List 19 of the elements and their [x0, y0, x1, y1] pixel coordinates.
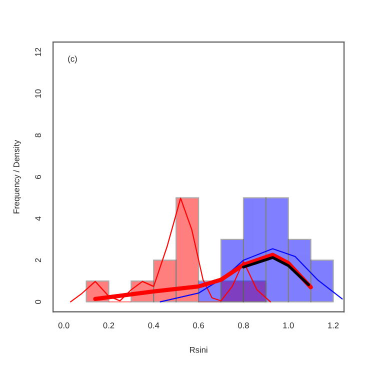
- x-tick-label: 1.2: [328, 322, 339, 328]
- x-tick-label: 0.6: [193, 322, 204, 328]
- annotation: (c): [68, 56, 77, 64]
- y-axis-title: Frequency / Density: [13, 140, 21, 214]
- y-tick-label: 6: [35, 175, 42, 179]
- x-tick-label: 0.2: [103, 322, 114, 328]
- x-tick-label: 0.0: [58, 322, 70, 328]
- x-axis-title: Rsini: [190, 346, 208, 353]
- x-tick-label: 0.8: [238, 322, 249, 328]
- line-series: [160, 248, 343, 302]
- x-tick-label: 1.0: [283, 322, 294, 328]
- y-tick-label: 10: [35, 89, 42, 98]
- y-tick-label: 2: [35, 258, 41, 262]
- x-tick-label: 0.4: [148, 322, 160, 328]
- y-tick-label: 12: [35, 48, 41, 56]
- y-tick-label: 8: [35, 133, 42, 138]
- y-tick-label: 4: [35, 216, 41, 221]
- y-tick-label: 0: [35, 300, 42, 304]
- line-series: [242, 256, 310, 286]
